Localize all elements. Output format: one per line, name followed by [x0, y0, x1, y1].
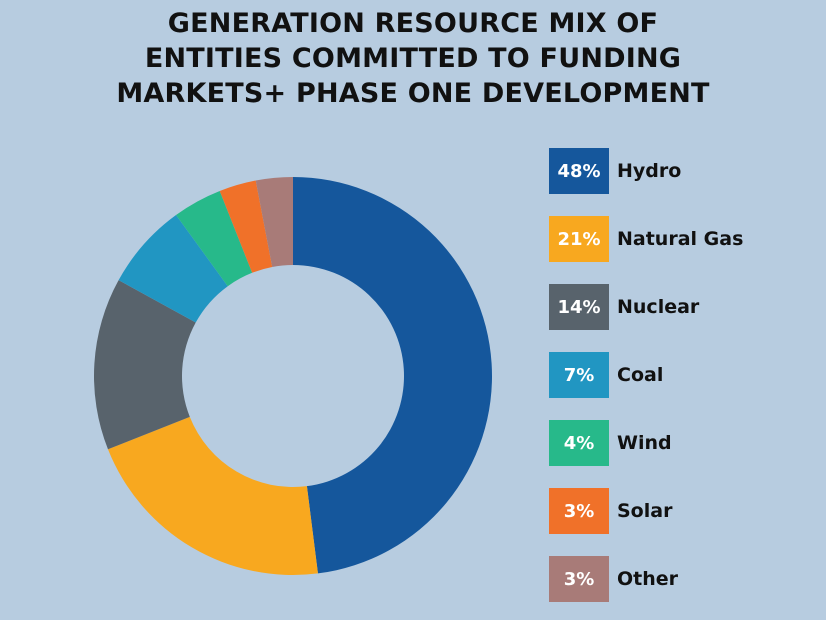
chart-title-line-1: GENERATION RESOURCE MIX OF [167, 8, 659, 39]
donut-slice-hydro [293, 177, 493, 574]
legend-swatch-hydro: 48% [549, 148, 609, 194]
legend-label-other: Other [617, 568, 679, 590]
legend-label-solar: Solar [617, 500, 673, 522]
legend-label-wind: Wind [617, 432, 672, 454]
donut-slice-natural-gas [107, 416, 318, 576]
donut-slice-coal [118, 215, 228, 323]
legend-item-hydro: 48% Hydro [549, 148, 809, 196]
chart-title: GENERATION RESOURCE MIX OF ENTITIES COMM… [0, 6, 826, 111]
donut-slice-wind [176, 190, 253, 287]
legend-item-nuclear: 14% Nuclear [549, 284, 809, 332]
donut-slice-other [255, 177, 293, 267]
legend-label-hydro: Hydro [617, 160, 682, 182]
legend-label-nuclear: Nuclear [617, 296, 700, 318]
legend-swatch-wind: 4% [549, 420, 609, 466]
chart-title-line-2: ENTITIES COMMITTED TO FUNDING [144, 43, 682, 74]
legend-swatch-solar: 3% [549, 488, 609, 534]
legend-swatch-other: 3% [549, 556, 609, 602]
donut-slice-nuclear [94, 280, 196, 450]
legend-item-other: 3% Other [549, 556, 809, 604]
legend-swatch-coal: 7% [549, 352, 609, 398]
chart-title-line-3: MARKETS+ PHASE ONE DEVELOPMENT [116, 78, 710, 109]
legend-item-natural-gas: 21% Natural Gas [549, 216, 809, 264]
legend-swatch-nuclear: 14% [549, 284, 609, 330]
legend-item-wind: 4% Wind [549, 420, 809, 468]
legend-item-solar: 3% Solar [549, 488, 809, 536]
donut-slice-solar [219, 180, 273, 273]
legend-swatch-natural-gas: 21% [549, 216, 609, 262]
legend-item-coal: 7% Coal [549, 352, 809, 400]
legend-label-coal: Coal [617, 364, 664, 386]
legend-label-natural-gas: Natural Gas [617, 228, 744, 250]
